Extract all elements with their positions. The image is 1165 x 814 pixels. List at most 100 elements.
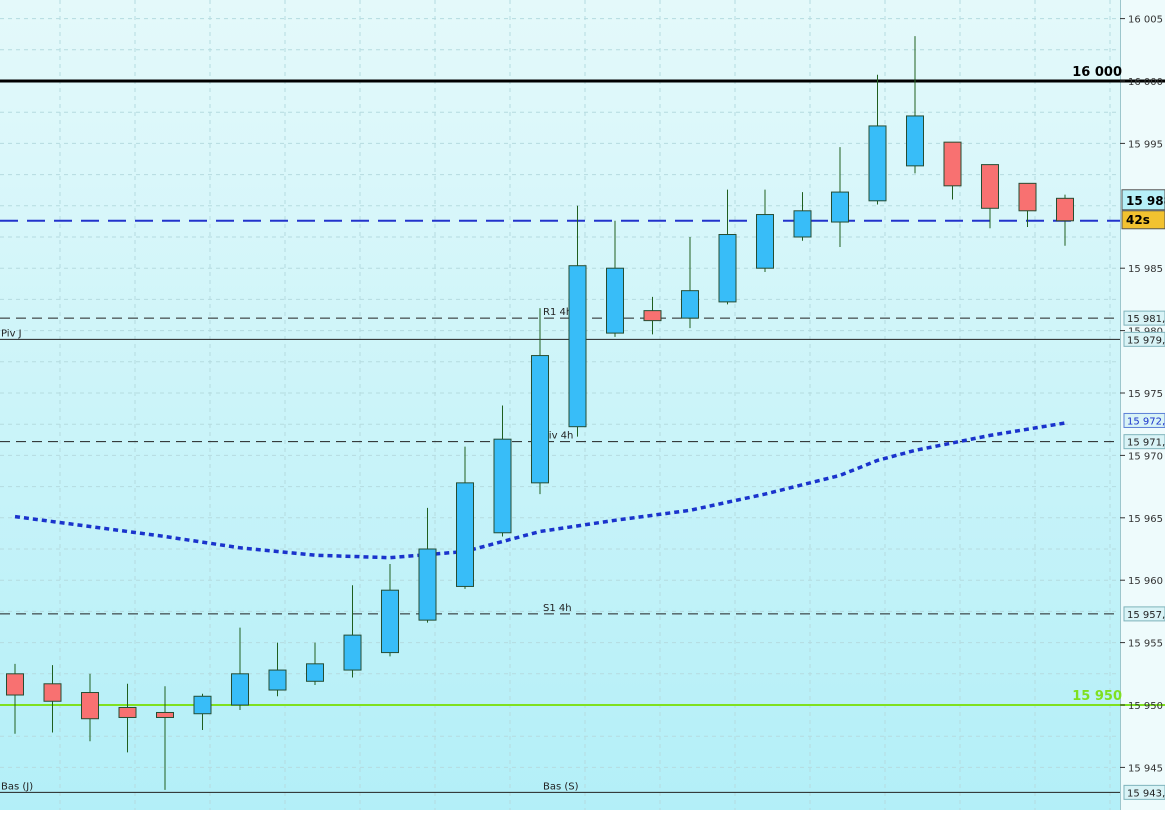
candle bbox=[493, 405, 512, 537]
candle-body-up bbox=[568, 265, 587, 428]
y-tick-label: 15 985 bbox=[1128, 264, 1163, 275]
levels: 16 000 R1 4h Piv J Piv 4h S1 4h 15 950 Bas (J)… bbox=[0, 65, 1165, 793]
y-tick-label: 15 975 bbox=[1128, 389, 1163, 400]
y-tick-label: 15 945 bbox=[1128, 763, 1163, 774]
plot-background bbox=[0, 0, 1120, 810]
level-label-right-round_16000: 16 000 bbox=[1072, 65, 1122, 80]
candle-body-down bbox=[1018, 182, 1037, 212]
candle-body-down bbox=[6, 673, 24, 696]
candle bbox=[43, 665, 62, 733]
candle-body-down bbox=[1056, 197, 1074, 222]
candle bbox=[681, 237, 699, 329]
candle-body-down bbox=[981, 164, 999, 209]
moving-average bbox=[14, 421, 1066, 560]
candle bbox=[268, 642, 287, 697]
candle-body-up bbox=[831, 191, 849, 223]
level-badge-piv_4h: 15 971,1 bbox=[1127, 438, 1165, 449]
candle bbox=[568, 205, 587, 437]
candle-body-down bbox=[43, 683, 62, 702]
ma-badge: 15 972,8 bbox=[1127, 416, 1165, 427]
candle bbox=[6, 663, 24, 734]
candle bbox=[606, 220, 624, 337]
candle bbox=[793, 192, 812, 241]
level-badge-bg-piv_j bbox=[1123, 331, 1165, 347]
candle-body-up bbox=[793, 210, 812, 238]
current-price-badge: 15 988 bbox=[1126, 194, 1165, 208]
candle-body-up bbox=[681, 290, 699, 319]
candle bbox=[231, 627, 249, 710]
y-tick-label: 15 955 bbox=[1128, 639, 1163, 650]
candle-body-up bbox=[418, 548, 437, 621]
candle-body-up bbox=[531, 355, 549, 484]
candle-body-up bbox=[381, 589, 399, 654]
candle-body-up bbox=[493, 438, 512, 534]
level-label-mid-r1_4h: R1 4h bbox=[543, 307, 572, 318]
y-tick-label: 16 000 bbox=[1128, 77, 1163, 88]
level-badge-bg-bas bbox=[1123, 784, 1165, 800]
candles[interactable] bbox=[6, 36, 1074, 790]
level-badge-s1_4h: 15 957,3 bbox=[1127, 610, 1165, 621]
level-badge-bas: 15 943,0 bbox=[1127, 788, 1165, 799]
candle bbox=[418, 507, 437, 623]
moving-average-line bbox=[14, 421, 1066, 560]
level-label-mid-s1_4h: S1 4h bbox=[543, 603, 572, 614]
price-badges: 15 981,0 15 979,3 15 971,1 15 957,3 15 943,0… bbox=[1121, 189, 1165, 800]
candle bbox=[456, 446, 474, 589]
level-label-left-piv_j: Piv J bbox=[1, 328, 22, 339]
price-axis-background bbox=[1120, 0, 1165, 810]
y-tick-label: 15 970 bbox=[1128, 451, 1163, 462]
candle-body-up bbox=[343, 634, 362, 671]
candle bbox=[906, 36, 924, 174]
candle bbox=[868, 74, 887, 205]
candle bbox=[643, 296, 662, 335]
candle-body-up bbox=[193, 695, 212, 715]
y-tick-label: 15 995 bbox=[1128, 139, 1163, 150]
level-badge-piv_j: 15 979,3 bbox=[1127, 335, 1165, 346]
y-tick-label: 15 950 bbox=[1128, 701, 1163, 712]
candle-body-down bbox=[156, 711, 174, 718]
candle-body-up bbox=[868, 125, 887, 202]
candle-body-down bbox=[643, 310, 662, 322]
level-badge-bg-s1_4h bbox=[1123, 606, 1165, 622]
grid bbox=[0, 0, 1120, 810]
candle-body-up bbox=[456, 482, 474, 587]
candle-body-up bbox=[906, 115, 924, 167]
y-tick-label: 15 960 bbox=[1128, 576, 1163, 587]
level-label-left-bas: Bas (J) bbox=[1, 781, 33, 792]
candle-body-down bbox=[118, 706, 137, 718]
candle-body-up bbox=[756, 214, 774, 269]
level-badge-bg-r1_4h bbox=[1123, 310, 1165, 326]
candle bbox=[1018, 182, 1037, 228]
candle bbox=[81, 673, 99, 742]
candle bbox=[1056, 194, 1074, 246]
level-badge-r1_4h: 15 981,0 bbox=[1127, 314, 1165, 325]
candle bbox=[831, 147, 849, 247]
timer-badge-bg bbox=[1121, 210, 1165, 230]
candle bbox=[531, 308, 549, 495]
timer-badge: 42s bbox=[1126, 213, 1150, 227]
candle bbox=[718, 189, 737, 305]
candle bbox=[381, 563, 399, 657]
candle bbox=[756, 189, 774, 272]
y-tick-label: 16 005 bbox=[1128, 15, 1163, 26]
level-badge-bg-piv_4h bbox=[1123, 434, 1165, 450]
level-label-mid-bas: Bas (S) bbox=[543, 781, 579, 792]
candle-body-up bbox=[606, 267, 624, 334]
ma-badge-bg bbox=[1123, 412, 1165, 428]
candle bbox=[193, 693, 212, 730]
candle bbox=[981, 164, 999, 229]
current-price-badge-bg bbox=[1121, 189, 1165, 211]
candle-body-up bbox=[231, 673, 249, 706]
candle-body-up bbox=[718, 234, 737, 303]
candle-body-down bbox=[943, 141, 962, 187]
candle bbox=[118, 683, 137, 753]
candle-body-up bbox=[268, 669, 287, 691]
candle-body-up bbox=[306, 663, 324, 682]
y-tick-label: 15 965 bbox=[1128, 514, 1163, 525]
level-label-mid-piv_4h: Piv 4h bbox=[543, 431, 573, 442]
candle-body-down bbox=[81, 692, 99, 720]
candle bbox=[343, 585, 362, 678]
candle bbox=[943, 141, 962, 200]
